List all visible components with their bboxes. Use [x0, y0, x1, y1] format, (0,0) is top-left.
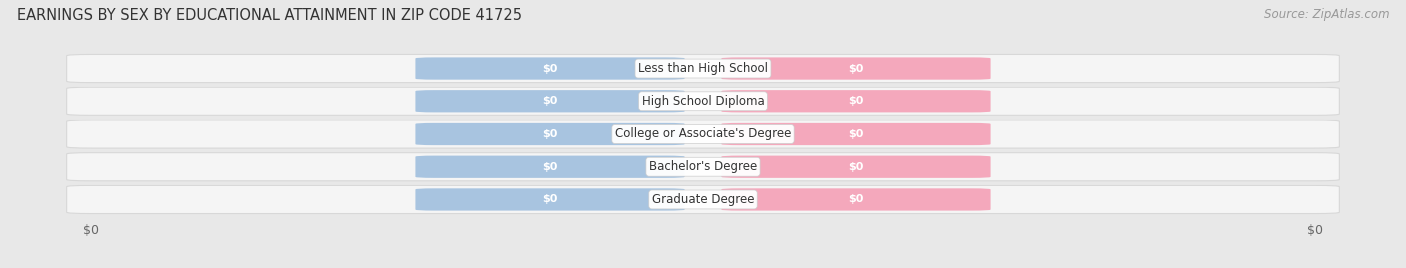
Text: Source: ZipAtlas.com: Source: ZipAtlas.com: [1264, 8, 1389, 21]
Text: Bachelor's Degree: Bachelor's Degree: [650, 160, 756, 173]
Text: $0: $0: [543, 96, 558, 106]
Text: $0: $0: [848, 129, 863, 139]
Text: $0: $0: [543, 162, 558, 172]
FancyBboxPatch shape: [66, 185, 1340, 214]
FancyBboxPatch shape: [721, 57, 991, 80]
FancyBboxPatch shape: [415, 188, 685, 211]
Text: EARNINGS BY SEX BY EDUCATIONAL ATTAINMENT IN ZIP CODE 41725: EARNINGS BY SEX BY EDUCATIONAL ATTAINMEN…: [17, 8, 522, 23]
Text: Less than High School: Less than High School: [638, 62, 768, 75]
Text: $0: $0: [848, 162, 863, 172]
FancyBboxPatch shape: [66, 153, 1340, 181]
Text: $0: $0: [543, 129, 558, 139]
Text: $0: $0: [848, 96, 863, 106]
FancyBboxPatch shape: [721, 188, 991, 211]
Text: $0: $0: [848, 195, 863, 204]
Text: High School Diploma: High School Diploma: [641, 95, 765, 108]
FancyBboxPatch shape: [66, 54, 1340, 83]
FancyBboxPatch shape: [415, 57, 685, 80]
Text: $0: $0: [848, 64, 863, 73]
FancyBboxPatch shape: [415, 90, 685, 112]
FancyBboxPatch shape: [66, 120, 1340, 148]
FancyBboxPatch shape: [721, 123, 991, 145]
FancyBboxPatch shape: [66, 87, 1340, 115]
Text: $0: $0: [543, 64, 558, 73]
FancyBboxPatch shape: [721, 156, 991, 178]
Text: College or Associate's Degree: College or Associate's Degree: [614, 128, 792, 140]
Text: Graduate Degree: Graduate Degree: [652, 193, 754, 206]
Text: $0: $0: [543, 195, 558, 204]
FancyBboxPatch shape: [721, 90, 991, 112]
FancyBboxPatch shape: [415, 123, 685, 145]
FancyBboxPatch shape: [415, 156, 685, 178]
